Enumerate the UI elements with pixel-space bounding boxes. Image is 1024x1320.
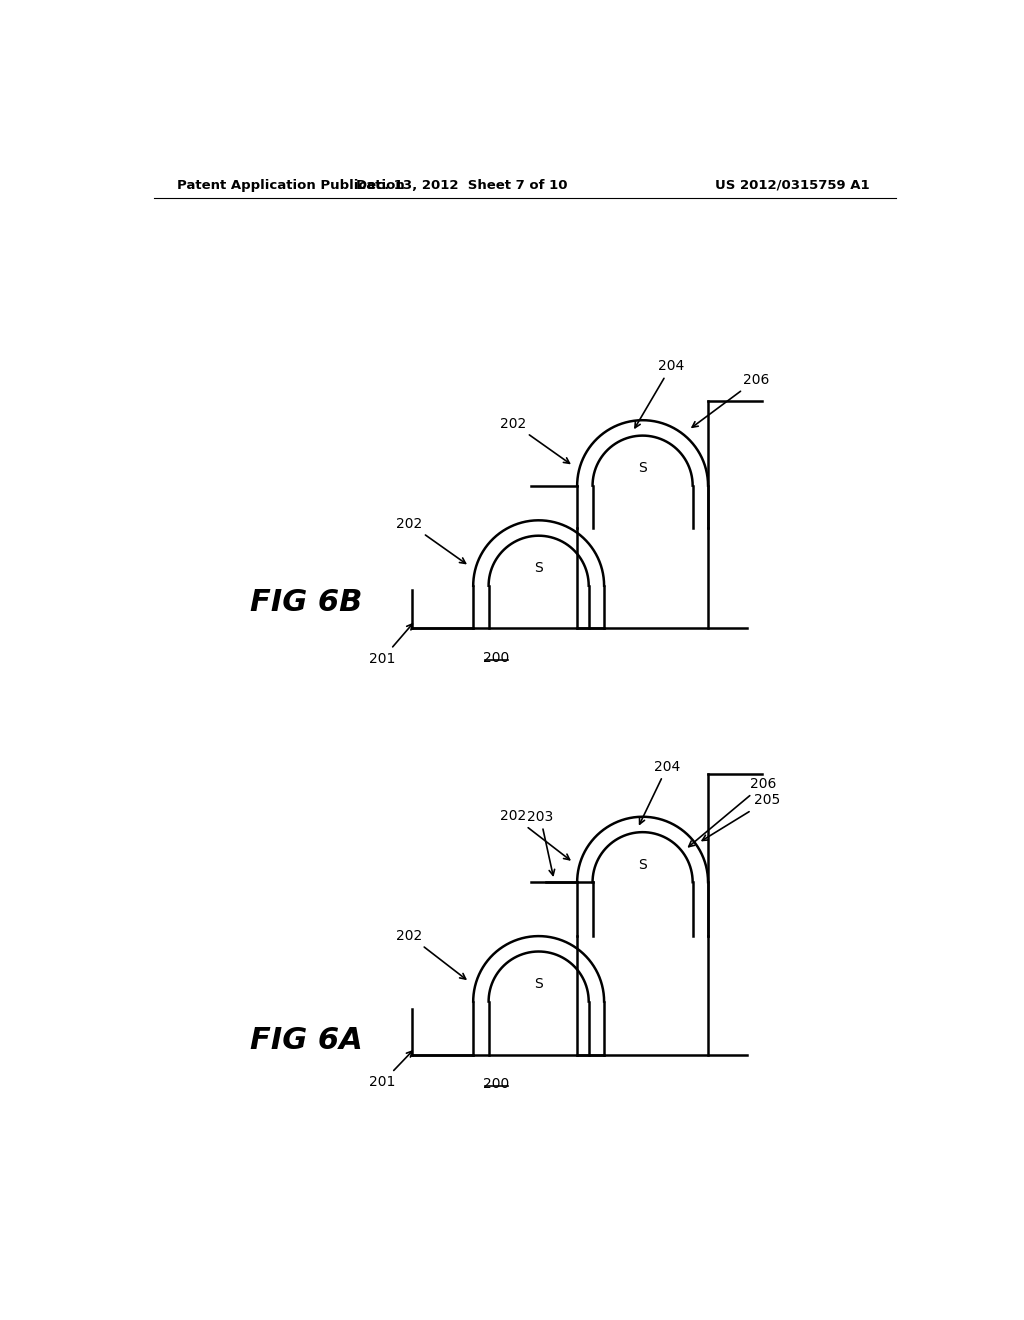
- Text: Dec. 13, 2012  Sheet 7 of 10: Dec. 13, 2012 Sheet 7 of 10: [356, 178, 567, 191]
- Text: Patent Application Publication: Patent Application Publication: [177, 178, 404, 191]
- Text: S: S: [535, 977, 543, 991]
- Text: FIG 6A: FIG 6A: [250, 1027, 362, 1056]
- Text: 202: 202: [396, 928, 466, 979]
- Text: S: S: [638, 858, 647, 871]
- Text: FIG 6B: FIG 6B: [250, 587, 362, 616]
- Text: 203: 203: [527, 809, 555, 875]
- Text: 200: 200: [483, 651, 509, 665]
- Text: 204: 204: [640, 759, 680, 824]
- Text: 200: 200: [483, 1077, 509, 1092]
- Text: 202: 202: [396, 516, 466, 564]
- Text: S: S: [638, 461, 647, 475]
- Text: 206: 206: [692, 372, 769, 428]
- Text: 204: 204: [635, 359, 684, 428]
- Text: 205: 205: [702, 793, 780, 841]
- Text: 202: 202: [500, 809, 569, 859]
- Text: S: S: [535, 561, 543, 576]
- Text: 201: 201: [370, 1051, 413, 1089]
- Text: 206: 206: [689, 777, 777, 846]
- Text: 202: 202: [500, 417, 569, 463]
- Text: 201: 201: [370, 624, 413, 665]
- Text: US 2012/0315759 A1: US 2012/0315759 A1: [715, 178, 869, 191]
